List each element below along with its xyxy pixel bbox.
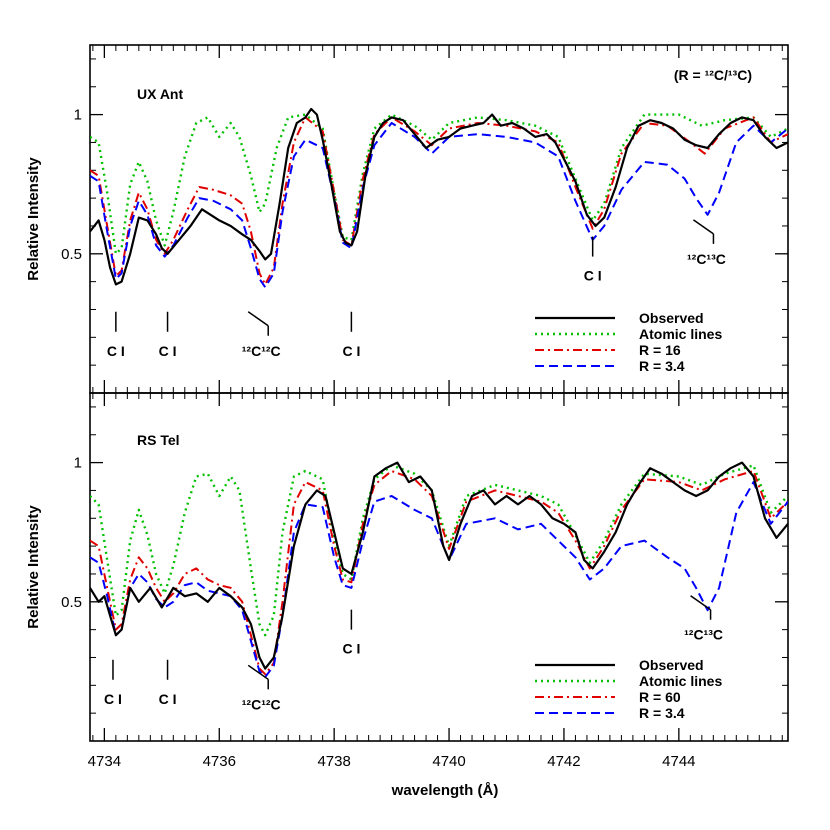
y-axis-title: Relative Intensity [25,505,42,629]
panel-rs-tel: 0.5 1 Relative Intensity RS Tel C I C I C I ¹²C… [25,392,789,742]
legend-label-r-16: R = 16 [639,342,681,358]
line-annotation-c-c: ¹²C¹²C [242,311,281,359]
series-line-atomic-lines [90,113,788,255]
x-tick-label: 4738 [317,753,350,770]
annotation-label: C I [159,691,177,707]
legend-label-r-3-4: R = 3.4 [639,358,685,374]
legend-label-atomic-lines: Atomic lines [639,673,722,689]
y-tick-label: 1 [74,107,82,124]
line-annotation-c-c: ¹²C¹³C [687,219,726,267]
legend-label-r-60: R = 60 [639,689,681,705]
x-tick-label: 4736 [203,753,236,770]
x-tick-label: 4742 [547,753,580,770]
line-annotation-c-i: C I [159,311,177,359]
annotation-label: ¹²C¹³C [684,627,723,643]
y-tick-label: 0.5 [61,594,82,611]
annotation-label: C I [107,343,125,359]
line-annotation-c-i: C I [342,609,360,657]
annotation-label: ¹²C¹²C [242,696,281,712]
annotation-marker [247,664,269,680]
star-name: RS Tel [137,432,180,448]
ratio-note: (R = ¹²C/¹³C) [674,67,752,83]
line-annotation-c-i: C I [104,659,122,707]
line-annotation-c-i: C I [342,311,360,359]
annotation-label: ¹²C¹²C [242,343,281,359]
line-annotation-c-i: C I [107,311,125,359]
star-name: UX Ant [137,86,183,102]
annotation-label: C I [104,691,122,707]
annotation-marker [693,219,714,235]
series-line-r-60 [90,470,788,676]
line-annotation-c-i: C I [159,659,177,707]
series-line-r-3-4 [90,122,788,289]
plot-frame [89,392,789,742]
legend-label-observed: Observed [639,310,704,326]
x-tick-label: 4744 [662,753,695,770]
annotation-label: C I [342,641,360,657]
y-axis-title: Relative Intensity [25,157,42,281]
series-line-observed [90,461,788,670]
line-annotation-c-i: C I [584,236,602,284]
x-tick-label: 4740 [432,753,465,770]
x-tick-label: 4734 [88,753,121,770]
line-annotation-c-c: ¹²C¹²C [242,664,281,712]
y-tick-label: 1 [74,455,82,472]
annotation-label: C I [584,268,602,284]
annotation-marker [690,595,712,611]
series-line-r-3-4 [90,481,788,678]
annotation-marker [247,311,269,327]
y-tick-label: 0.5 [61,246,82,263]
annotation-label: ¹²C¹³C [687,251,726,267]
series-line-r-16 [90,116,788,286]
legend-label-atomic-lines: Atomic lines [639,326,722,342]
annotation-label: C I [159,343,177,359]
legend-label-observed: Observed [639,657,704,673]
annotation-label: C I [342,343,360,359]
x-axis-title: wavelength (Å) [391,782,499,799]
series-line-atomic-lines [90,464,788,637]
legend-label-r-3-4: R = 3.4 [639,705,685,721]
panel-ux-ant: 0.5 1 Relative Intensity UX Ant (R = ¹²C/¹³C… [25,44,789,394]
x-axis: 4734 4736 4738 4740 4742 4744 [88,753,696,770]
line-annotation-c-c: ¹²C¹³C [684,595,723,643]
series-line-observed [90,107,788,286]
